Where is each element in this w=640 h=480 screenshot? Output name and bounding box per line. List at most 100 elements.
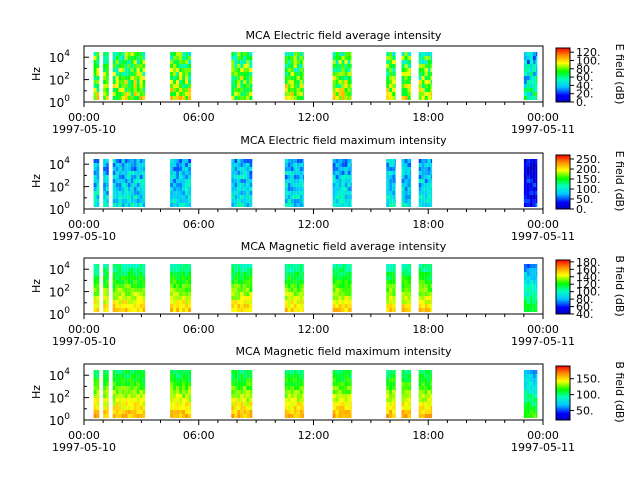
spectrogram-cell	[290, 276, 294, 280]
spectrogram-cell	[237, 390, 241, 394]
spectrogram-cell	[240, 171, 244, 175]
spectrogram-cell	[121, 414, 125, 418]
spectrogram-cell	[401, 175, 405, 179]
spectrogram-cell	[93, 80, 97, 84]
spectrogram-cell	[287, 191, 291, 195]
spectrogram-cell	[526, 398, 530, 402]
spectrogram-cell	[290, 96, 294, 100]
spectrogram-cell	[404, 64, 408, 68]
spectrogram-cell	[290, 60, 294, 64]
spectrogram-cell	[121, 167, 125, 171]
spectrogram-cell	[139, 187, 143, 191]
spectrogram-cell	[404, 378, 408, 382]
spectrogram-cell	[407, 56, 411, 60]
spectrogram-cell	[430, 68, 433, 72]
spectrogram-cell	[338, 179, 342, 183]
spectrogram-cell	[173, 304, 177, 308]
spectrogram-cell	[136, 52, 140, 56]
spectrogram-cell	[115, 284, 119, 288]
spectrogram-cell	[188, 175, 192, 179]
spectrogram-cell	[290, 272, 294, 276]
spectrogram-cell	[401, 374, 405, 378]
spectrogram-cell	[188, 72, 192, 76]
axes-frame	[83, 45, 544, 103]
spectrogram-cell	[185, 382, 189, 386]
spectrogram-cell	[136, 163, 140, 167]
spectrogram-cell	[290, 159, 294, 163]
spectrogram-cell	[237, 76, 241, 80]
spectrogram-cell	[526, 64, 530, 68]
spectrogram-cell	[115, 398, 119, 402]
spectrogram-cell	[424, 175, 428, 179]
spectrogram-cell	[421, 304, 425, 308]
spectrogram-cell	[421, 288, 425, 292]
spectrogram-cell	[344, 56, 348, 60]
spectrogram-cell	[112, 410, 116, 414]
spectrogram-cell	[176, 410, 180, 414]
spectrogram-cell	[170, 284, 174, 288]
spectrogram-cell	[139, 68, 143, 72]
spectrogram-cell	[532, 394, 536, 398]
spectrogram-cell	[532, 406, 536, 410]
spectrogram-cell	[284, 179, 288, 183]
spectrogram-cell	[410, 292, 412, 296]
spectrogram-cell	[344, 159, 348, 163]
spectrogram-cell	[293, 276, 297, 280]
x-tick-label: 18:00	[412, 111, 444, 124]
spectrogram-cell	[182, 195, 186, 199]
spectrogram-cell	[293, 167, 297, 171]
spectrogram-cell	[231, 398, 235, 402]
spectrogram-cell	[389, 64, 393, 68]
spectrogram-cell	[529, 64, 533, 68]
spectrogram-cell	[188, 60, 192, 64]
spectrogram-cell	[418, 159, 422, 163]
spectrogram-cell	[421, 96, 425, 100]
spectrogram-cell	[127, 171, 131, 175]
spectrogram-cell	[93, 382, 97, 386]
spectrogram-cell	[249, 378, 253, 382]
spectrogram-cell	[121, 276, 125, 280]
spectrogram-cell	[287, 84, 291, 88]
spectrogram-cell	[421, 410, 425, 414]
spectrogram-cell	[249, 187, 253, 191]
spectrogram-cell	[136, 68, 140, 72]
spectrogram-cell	[93, 171, 97, 175]
spectrogram-cell	[401, 272, 405, 276]
spectrogram-cell	[296, 199, 300, 203]
spectrogram-cell	[299, 276, 303, 280]
spectrogram-cell	[133, 187, 137, 191]
spectrogram-cell	[535, 272, 538, 276]
spectrogram-cell	[410, 80, 412, 84]
spectrogram-cell	[290, 76, 294, 80]
x-tick-label: 00:00	[68, 323, 100, 336]
spectrogram-cell	[246, 390, 250, 394]
spectrogram-cell	[179, 414, 183, 418]
spectrogram-cell	[237, 179, 241, 183]
spectrogram-cell	[284, 382, 288, 386]
y-axis-label: Hz	[30, 67, 43, 81]
spectrogram-cell	[427, 292, 431, 296]
spectrogram-cell	[93, 378, 97, 382]
spectrogram-cell	[386, 68, 390, 72]
spectrogram-cell	[341, 402, 345, 406]
spectrogram-cell	[523, 304, 527, 308]
spectrogram-cell	[185, 394, 189, 398]
spectrogram-cell	[427, 60, 431, 64]
x-date-label: 1997-05-11	[511, 441, 575, 454]
spectrogram-cell	[302, 175, 304, 179]
spectrogram-cell	[243, 308, 247, 312]
spectrogram-cell	[392, 292, 396, 296]
spectrogram-cell	[526, 402, 530, 406]
spectrogram-cell	[335, 199, 339, 203]
spectrogram-cell	[404, 183, 408, 187]
spectrogram-cell	[243, 199, 247, 203]
spectrogram-cell	[389, 370, 393, 374]
spectrogram-cell	[182, 268, 186, 272]
spectrogram-cell	[335, 410, 339, 414]
spectrogram-cell	[341, 183, 345, 187]
spectrogram-cell	[347, 374, 351, 378]
spectrogram-cell	[344, 304, 348, 308]
spectrogram-cell	[246, 68, 250, 72]
spectrogram-cell	[296, 292, 300, 296]
spectrogram-cell	[130, 414, 134, 418]
